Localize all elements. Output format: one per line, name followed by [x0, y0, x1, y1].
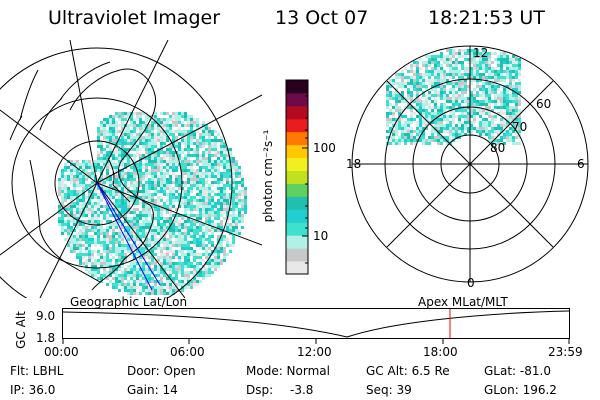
meridian-line [0, 109, 98, 184]
meridian-line [39, 182, 98, 298]
coastline [29, 159, 101, 283]
meridian-line [96, 182, 262, 246]
altitude-timeline-plot [62, 308, 570, 344]
latitude-circle [0, 47, 233, 298]
altitude-curve [62, 310, 570, 338]
latitude-circle [11, 97, 183, 269]
colorbar-stop [286, 196, 308, 210]
ip-field: IP: 36.0 [10, 383, 56, 397]
door-field: Door: Open [127, 364, 196, 378]
colorbar-tick-10: 10 [313, 229, 329, 243]
timeline-tick: 00:00 [44, 345, 79, 359]
geographic-lon-field: GLon: 196.2 [484, 383, 557, 397]
colorbar-stop [286, 235, 308, 249]
satellite-track [96, 182, 161, 286]
colorbar-stop [286, 183, 308, 197]
colorbar-stop [286, 209, 308, 223]
mode-field: Mode: Normal [246, 364, 330, 378]
latitude-circle [54, 140, 140, 226]
colorbar-units-label: photon cm⁻²s⁻¹ [261, 129, 275, 223]
geographic-lat-field: GLat: -81.0 [484, 364, 551, 378]
timeline-y-bottom: 1.8 [36, 331, 56, 345]
colorbar-stop [286, 261, 308, 275]
colorbar-stop [286, 144, 308, 159]
meridian-line [0, 182, 98, 256]
colorbar-stop [286, 222, 308, 236]
timeline-right-title: Apex MLat/MLT [418, 295, 508, 309]
meridian-line [69, 40, 98, 184]
colorbar-stop [286, 157, 308, 172]
dsp-label: Dsp: [246, 383, 274, 397]
coastline [9, 69, 39, 141]
mlat-label-70: 70 [512, 120, 528, 134]
colorbar-stop [286, 170, 308, 184]
gc-altitude-field: GC Alt: 6.5 Re [366, 364, 450, 378]
mlt-label-12: 12 [473, 46, 489, 60]
timeline-left-title: Geographic Lat/Lon [70, 295, 188, 309]
auroral-emission-right [386, 49, 521, 145]
colorbar-tick-100: 100 [313, 141, 336, 155]
timeline-tick: 18:00 [423, 345, 458, 359]
time-display: 18:21:53 UT [428, 7, 545, 29]
mlt-label-0: 0 [467, 276, 475, 290]
color-scale-bar [285, 79, 309, 275]
mlt-label-18: 18 [346, 157, 362, 171]
timeline-tick: 12:00 [297, 345, 332, 359]
timeline-y-label: GC Alt [14, 311, 28, 349]
gain-field: Gain: 14 [127, 383, 178, 397]
dsp-value: -3.8 [290, 383, 314, 397]
mlat-label-60: 60 [536, 97, 552, 111]
coastline [107, 157, 131, 203]
mlt-label-6: 6 [577, 157, 585, 171]
mlat-label-80: 80 [490, 141, 506, 155]
filter-field: Flt: LBHL [10, 364, 64, 378]
meridian-line [96, 94, 262, 184]
sequence-field: Seq: 39 [366, 383, 412, 397]
app-title: Ultraviolet Imager [48, 7, 221, 29]
magnetic-polar-map [351, 45, 589, 283]
mlt-diagonal [386, 80, 554, 248]
satellite-track [96, 182, 153, 291]
meridian-line [96, 182, 186, 298]
colorbar-stop [286, 248, 308, 262]
timeline-tick: 23:59 [548, 345, 583, 359]
date-display: 13 Oct 07 [275, 7, 369, 29]
coastline [39, 61, 111, 131]
geographic-map [0, 40, 262, 298]
auroral-emission-left [58, 112, 247, 295]
colorbar-stop [286, 105, 308, 120]
timeline-y-top: 9.0 [36, 309, 56, 323]
colorbar-stop [286, 92, 308, 107]
colorbar-stop [286, 80, 308, 94]
colorbar-stop [286, 118, 308, 133]
coastline [69, 68, 157, 291]
timeline-tick: 06:00 [170, 345, 205, 359]
colorbar-stop [286, 131, 308, 146]
